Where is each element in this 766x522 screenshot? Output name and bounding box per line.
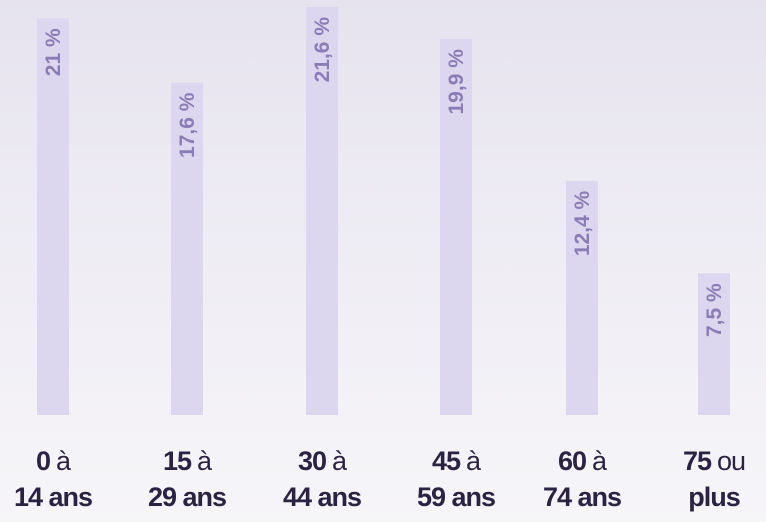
bar [440, 39, 472, 415]
category-label: 60 à [558, 446, 608, 476]
bar [566, 180, 598, 415]
value-label: 17,6 % [176, 92, 199, 158]
category-sep: à [332, 446, 348, 476]
value-label: 12,4 % [571, 190, 594, 256]
category-label: 15 à [163, 446, 213, 476]
bar [306, 7, 338, 415]
category-from: 30 [298, 446, 326, 476]
value-label: 21 % [42, 28, 65, 76]
category-from: 60 [558, 446, 586, 476]
bar [171, 82, 203, 416]
bar [37, 18, 69, 415]
category-from: 75 [683, 446, 712, 476]
category-sep: à [466, 446, 482, 476]
category-sep: à [592, 446, 608, 476]
category-sep: à [56, 446, 72, 476]
category-sep: ou [717, 446, 745, 476]
category-label: 45 à [432, 446, 482, 476]
bar [698, 273, 730, 415]
value-label: 7,5 % [703, 283, 726, 337]
category-label: 30 à [298, 446, 348, 476]
value-label: 19,9 % [445, 49, 468, 115]
category-from: 0 [36, 446, 50, 476]
category-to: 14 ans [14, 482, 92, 512]
category-from: 15 [163, 446, 192, 476]
category-from: 45 [432, 446, 461, 476]
category-sep: à [197, 446, 213, 476]
category-to: 29 ans [148, 482, 226, 512]
value-label: 21,6 % [311, 17, 334, 83]
category-to: plus [688, 482, 740, 512]
category-to: 59 ans [417, 482, 495, 512]
category-to: 44 ans [283, 482, 361, 512]
category-label: 75 ou [683, 446, 745, 476]
category-to: 74 ans [543, 482, 621, 512]
